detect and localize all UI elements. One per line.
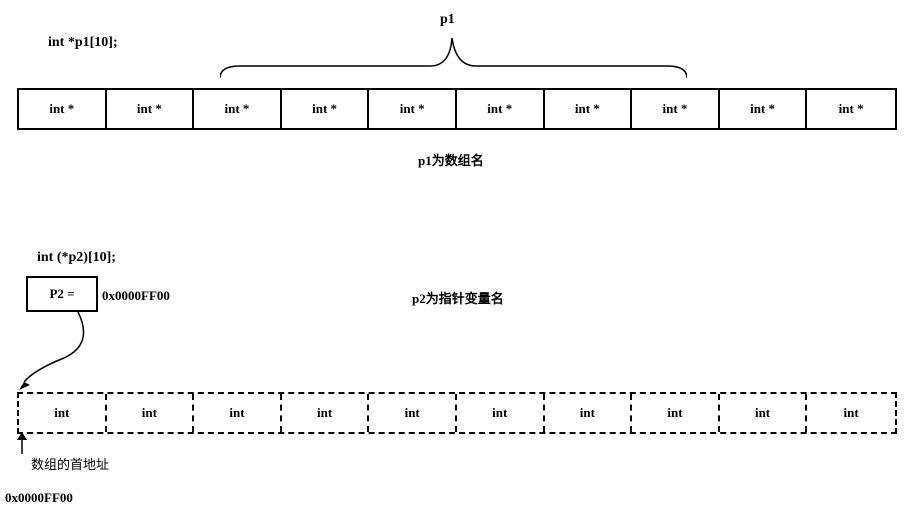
p2-cell: int (457, 394, 545, 432)
p1-declaration: int *p1[10]; (48, 35, 118, 51)
p1-cell: int * (545, 90, 633, 128)
p1-cell: int * (457, 90, 545, 128)
p2-cell: int (282, 394, 370, 432)
p2-cell: int (545, 394, 633, 432)
p2-address: 0x0000FF00 (102, 288, 170, 304)
p1-cell: int * (282, 90, 370, 128)
p2-footer-label: 数组的首地址 (20, 454, 120, 473)
p2-cell: int (807, 394, 895, 432)
p1-label: p1 (440, 12, 455, 28)
p1-cell: int * (19, 90, 107, 128)
p1-caption: p1为数组名 (418, 150, 484, 169)
p1-cell: int * (107, 90, 195, 128)
p2-caption: p2为指针变量名 (412, 288, 504, 307)
p2-box: P2 = (26, 276, 98, 312)
p1-cell: int * (194, 90, 282, 128)
p2-arrow (16, 312, 126, 394)
p1-brace (220, 28, 687, 82)
p2-cell: int (369, 394, 457, 432)
p2-up-arrow (14, 432, 30, 454)
p2-declaration: int (*p2)[10]; (37, 250, 116, 266)
p2-cell: int (720, 394, 808, 432)
p1-cell: int * (632, 90, 720, 128)
p2-footer-addr: 0x0000FF00 (5, 490, 73, 506)
p1-cell: int * (720, 90, 808, 128)
p1-cell: int * (369, 90, 457, 128)
p2-cell: int (194, 394, 282, 432)
p2-box-label: P2 = (49, 286, 74, 302)
p2-array: int int int int int int int int int int (17, 392, 897, 434)
p2-cell: int (107, 394, 195, 432)
p1-array: int * int * int * int * int * int * int … (17, 88, 897, 130)
p2-cell: int (19, 394, 107, 432)
p1-cell: int * (807, 90, 895, 128)
p2-cell: int (632, 394, 720, 432)
